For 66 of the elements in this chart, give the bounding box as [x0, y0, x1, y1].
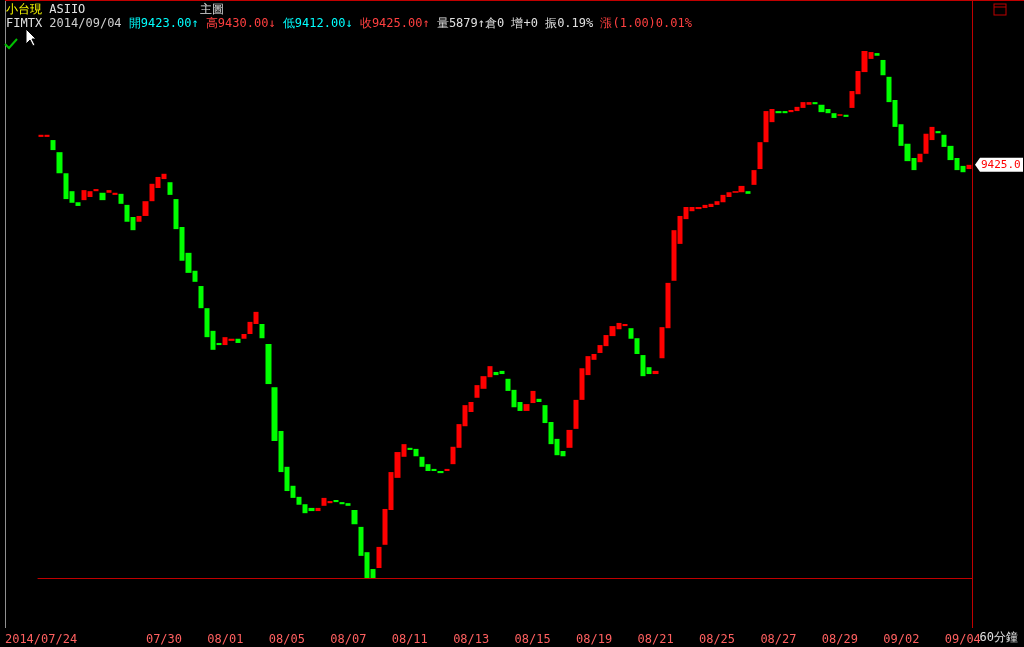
candlestick	[112, 192, 118, 195]
candlestick	[745, 191, 751, 194]
x-tick-label: 08/15	[514, 632, 551, 646]
candlestick	[142, 201, 149, 216]
text: 主圖	[200, 2, 224, 16]
candlestick	[751, 170, 757, 185]
text: 漲(1.00)0.01%	[600, 16, 693, 30]
x-tick-label: 08/11	[391, 632, 428, 646]
text: 2014/09/04	[49, 16, 122, 30]
candlestick	[831, 113, 837, 118]
candlestick	[50, 140, 56, 151]
text: ASIIO	[49, 2, 86, 16]
candlestick	[874, 53, 880, 56]
text: FIMTX	[6, 16, 43, 30]
candlestick	[235, 338, 241, 343]
x-tick-label: 07/30	[145, 632, 183, 646]
candlestick	[536, 398, 542, 402]
text: 高9430.00↓	[205, 16, 276, 30]
x-tick-label: 08/21	[637, 632, 674, 646]
x-tick-label: 08/19	[576, 632, 613, 646]
candlestick	[241, 334, 247, 339]
candlestick	[652, 370, 659, 375]
candlestick	[966, 164, 972, 170]
candlestick	[333, 500, 339, 503]
candlestick	[935, 131, 941, 134]
text: 9425.0	[981, 158, 1021, 172]
candlestick	[917, 153, 923, 163]
candlestick	[566, 429, 573, 448]
x-tick-label: 08/25	[698, 632, 736, 646]
x-tick-label: 2014/07/24	[4, 632, 78, 646]
x-tick-label: 08/13	[453, 632, 490, 646]
candlestick	[812, 102, 818, 105]
candlestick	[106, 190, 112, 193]
candlestick	[376, 546, 382, 568]
candlestick	[523, 404, 530, 411]
candlestick	[757, 142, 763, 170]
candlestick	[530, 390, 536, 404]
candlestick	[167, 182, 173, 195]
candlestick	[573, 399, 579, 429]
candlestick	[315, 507, 321, 512]
x-tick-label: 09/02	[883, 632, 920, 646]
candlestick	[265, 344, 272, 385]
candlestick	[843, 114, 849, 117]
text: 小台現	[6, 2, 42, 16]
candlestick	[351, 510, 358, 525]
candlestick	[444, 468, 450, 472]
candlestick	[99, 192, 106, 201]
x-tick-label: 08/05	[268, 632, 305, 646]
text: 低9412.00↓	[282, 16, 353, 30]
x-tick-label: 08/29	[821, 632, 858, 646]
text: 收9425.00↑	[359, 16, 430, 30]
text: 60分鐘	[979, 630, 1018, 644]
candlestick	[56, 152, 63, 174]
candlestick	[93, 189, 99, 192]
candlestick	[136, 215, 142, 222]
x-tick-label: 08/27	[760, 632, 797, 646]
candlestick	[198, 286, 204, 309]
text: 量5879↑倉0 增+0 振0.19%	[436, 16, 595, 30]
candlestick	[880, 59, 886, 76]
candlestick	[118, 193, 124, 204]
candlestick	[259, 323, 265, 339]
text: 開9423.00↑	[128, 16, 199, 30]
candlestick	[437, 471, 444, 474]
x-tick-label: 08/01	[207, 632, 244, 646]
x-tick-label: 09/04	[944, 632, 981, 646]
x-tick-label: 08/07	[330, 632, 367, 646]
